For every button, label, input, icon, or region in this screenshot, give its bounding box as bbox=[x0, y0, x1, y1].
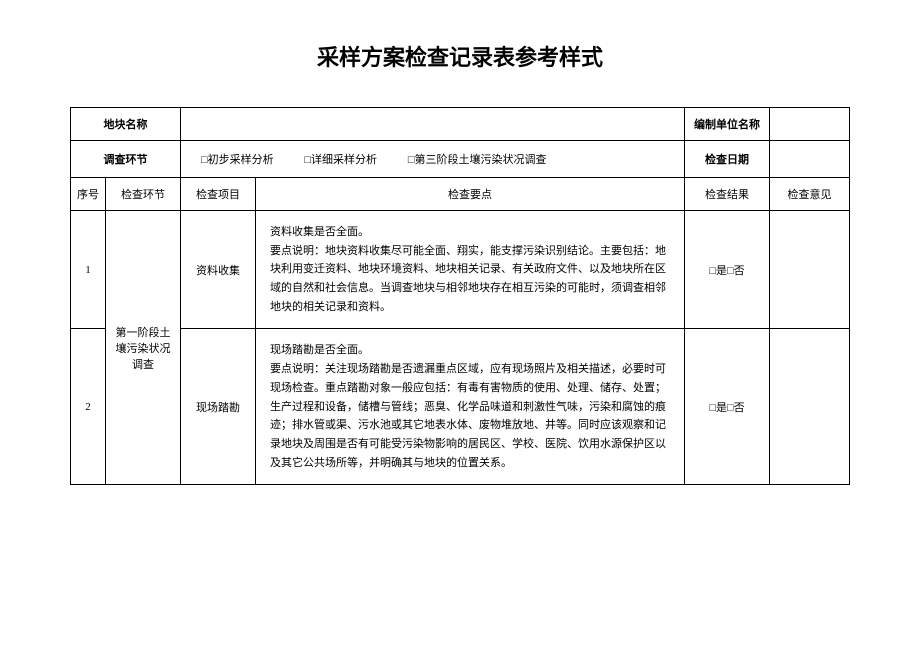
org-value bbox=[770, 108, 850, 141]
header-row-2: 调查环节 □初步采样分析 □详细采样分析 □第三阶段土壤污染状况调查 检查日期 bbox=[71, 141, 850, 178]
header-row-1: 地块名称 编制单位名称 bbox=[71, 108, 850, 141]
col-result: 检查结果 bbox=[685, 178, 770, 211]
page-title: 采样方案检查记录表参考样式 bbox=[70, 40, 850, 72]
row1-seq: 1 bbox=[71, 211, 106, 329]
date-label: 检查日期 bbox=[685, 141, 770, 178]
row1-keypoint: 资料收集是否全面。要点说明：地块资料收集尽可能全面、翔实，能支撑污染识别结论。主… bbox=[256, 211, 685, 329]
date-value bbox=[770, 141, 850, 178]
row1-result: □是□否 bbox=[685, 211, 770, 329]
org-label: 编制单位名称 bbox=[685, 108, 770, 141]
table-row: 1 第一阶段土壤污染状况调查 资料收集 资料收集是否全面。要点说明：地块资料收集… bbox=[71, 211, 850, 329]
row2-keypoint: 现场踏勘是否全面。要点说明：关注现场踏勘是否遗漏重点区域，应有现场照片及相关描述… bbox=[256, 329, 685, 485]
survey-options-cell: □初步采样分析 □详细采样分析 □第三阶段土壤污染状况调查 bbox=[181, 141, 685, 178]
row1-opinion bbox=[770, 211, 850, 329]
row2-item: 现场踏勘 bbox=[181, 329, 256, 485]
row2-result: □是□否 bbox=[685, 329, 770, 485]
survey-label: 调查环节 bbox=[71, 141, 181, 178]
option-detail: □详细采样分析 bbox=[304, 154, 377, 166]
row2-seq: 2 bbox=[71, 329, 106, 485]
col-seq: 序号 bbox=[71, 178, 106, 211]
col-item: 检查项目 bbox=[181, 178, 256, 211]
row1-item: 资料收集 bbox=[181, 211, 256, 329]
option-stage3: □第三阶段土壤污染状况调查 bbox=[408, 154, 547, 166]
inspection-table: 地块名称 编制单位名称 调查环节 □初步采样分析 □详细采样分析 □第三阶段土壤… bbox=[70, 107, 850, 485]
option-prelim: □初步采样分析 bbox=[201, 154, 274, 166]
row2-opinion bbox=[770, 329, 850, 485]
col-opinion: 检查意见 bbox=[770, 178, 850, 211]
plot-name-label: 地块名称 bbox=[71, 108, 181, 141]
col-keypoint: 检查要点 bbox=[256, 178, 685, 211]
stage-cell: 第一阶段土壤污染状况调查 bbox=[106, 211, 181, 485]
plot-name-value bbox=[181, 108, 685, 141]
column-header-row: 序号 检查环节 检查项目 检查要点 检查结果 检查意见 bbox=[71, 178, 850, 211]
col-stage: 检查环节 bbox=[106, 178, 181, 211]
table-row: 2 现场踏勘 现场踏勘是否全面。要点说明：关注现场踏勘是否遗漏重点区域，应有现场… bbox=[71, 329, 850, 485]
